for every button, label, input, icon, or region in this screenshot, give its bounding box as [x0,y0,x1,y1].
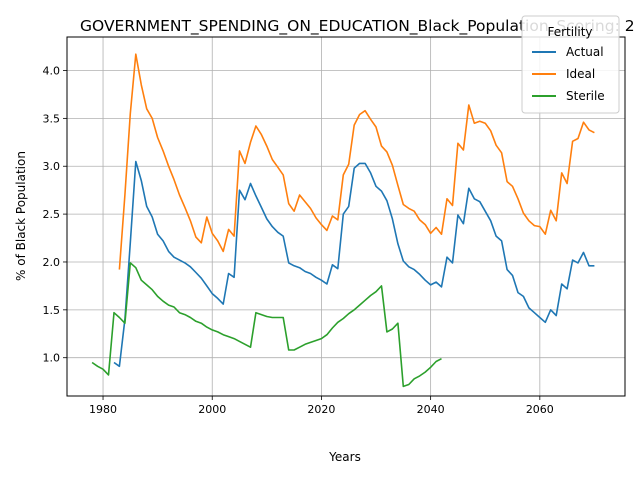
y-tick-label: 3.0 [43,160,61,173]
y-tick-label: 2.5 [43,208,61,221]
y-tick-label: 3.5 [43,112,61,125]
series-lines [91,53,595,388]
series-line-ideal [118,53,595,270]
y-tick-label: 1.5 [43,304,61,317]
legend-label-sterile: Sterile [566,89,605,103]
axes-frame [66,36,626,397]
y-axis-label: % of Black Population [14,151,28,281]
legend-label-actual: Actual [566,45,604,59]
chart-title: GOVERNMENT_SPENDING_ON_EDUCATION_Black_P… [80,17,635,36]
x-tick-label: 2000 [198,403,226,416]
x-tick-label: 1980 [89,403,117,416]
x-axis-label: Years [328,450,361,464]
legend-title: Fertility [547,25,592,39]
legend-label-ideal: Ideal [566,67,595,81]
y-tick-label: 2.0 [43,256,61,269]
x-tick-label: 2060 [526,403,554,416]
legend: Fertility Actual Ideal Sterile [521,15,620,114]
x-tick-label: 2040 [417,403,445,416]
series-line-sterile [91,262,442,388]
axis-ticks: 1980 2000 2020 2040 2060 1.0 1.5 2.0 2.5 3.0 3.5 4.… [43,65,554,416]
x-tick-label: 2020 [307,403,335,416]
legend-box [521,15,620,114]
y-tick-label: 4.0 [43,65,61,78]
y-tick-label: 1.0 [43,352,61,365]
series-line-actual [113,160,595,368]
